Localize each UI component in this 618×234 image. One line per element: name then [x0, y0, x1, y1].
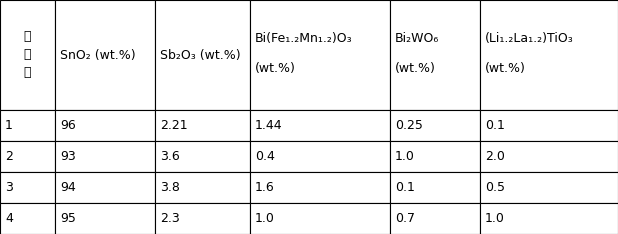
Bar: [480, 203, 618, 234]
Bar: [155, 172, 250, 203]
Text: 2.21: 2.21: [160, 119, 188, 132]
Bar: [390, 203, 480, 234]
Bar: [250, 203, 390, 234]
Text: 1.0: 1.0: [395, 150, 415, 163]
Bar: [0, 110, 55, 141]
Bar: [480, 172, 618, 203]
Text: (wt.%): (wt.%): [395, 62, 436, 75]
Bar: [390, 141, 480, 172]
Bar: [155, 0, 250, 110]
Text: 1.0: 1.0: [255, 212, 275, 225]
Bar: [55, 0, 155, 110]
Text: (wt.%): (wt.%): [485, 62, 526, 75]
Text: 3: 3: [5, 181, 13, 194]
Bar: [390, 110, 480, 141]
Text: 2: 2: [5, 150, 13, 163]
Bar: [55, 141, 155, 172]
Bar: [250, 0, 390, 110]
Bar: [0, 203, 55, 234]
Text: 实
施
例: 实 施 例: [23, 30, 32, 80]
Text: 94: 94: [60, 181, 76, 194]
Bar: [0, 172, 55, 203]
Bar: [0, 0, 55, 110]
Text: 3.8: 3.8: [160, 181, 180, 194]
Text: 1.44: 1.44: [255, 119, 282, 132]
Text: Bi₂WO₆: Bi₂WO₆: [395, 32, 439, 45]
Text: 95: 95: [60, 212, 76, 225]
Text: 2.0: 2.0: [485, 150, 505, 163]
Text: 0.4: 0.4: [255, 150, 275, 163]
Bar: [480, 141, 618, 172]
Text: 93: 93: [60, 150, 76, 163]
Bar: [55, 172, 155, 203]
Text: (wt.%): (wt.%): [255, 62, 296, 75]
Text: 96: 96: [60, 119, 76, 132]
Text: 1: 1: [5, 119, 13, 132]
Bar: [0, 141, 55, 172]
Bar: [250, 110, 390, 141]
Bar: [55, 110, 155, 141]
Text: 2.3: 2.3: [160, 212, 180, 225]
Bar: [480, 110, 618, 141]
Text: 0.1: 0.1: [485, 119, 505, 132]
Bar: [390, 172, 480, 203]
Bar: [155, 141, 250, 172]
Bar: [55, 203, 155, 234]
Text: (Li₁.₂La₁.₂)TiO₃: (Li₁.₂La₁.₂)TiO₃: [485, 32, 574, 45]
Text: 1.6: 1.6: [255, 181, 275, 194]
Text: 1.0: 1.0: [485, 212, 505, 225]
Text: 3.6: 3.6: [160, 150, 180, 163]
Text: 0.5: 0.5: [485, 181, 505, 194]
Text: 0.1: 0.1: [395, 181, 415, 194]
Bar: [250, 141, 390, 172]
Text: 0.25: 0.25: [395, 119, 423, 132]
Bar: [155, 110, 250, 141]
Text: 0.7: 0.7: [395, 212, 415, 225]
Text: Bi(Fe₁.₂Mn₁.₂)O₃: Bi(Fe₁.₂Mn₁.₂)O₃: [255, 32, 353, 45]
Text: SnO₂ (wt.%): SnO₂ (wt.%): [60, 48, 135, 62]
Text: 4: 4: [5, 212, 13, 225]
Bar: [250, 172, 390, 203]
Bar: [155, 203, 250, 234]
Text: Sb₂O₃ (wt.%): Sb₂O₃ (wt.%): [160, 48, 240, 62]
Bar: [480, 0, 618, 110]
Bar: [390, 0, 480, 110]
